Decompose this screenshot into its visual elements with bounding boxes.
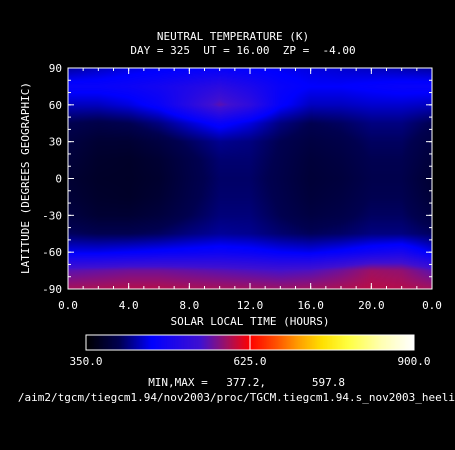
x-tick-label: 0.0 [58,299,78,312]
x-tick-label: 16.0 [297,299,324,312]
y-tick-label: -60 [42,246,62,259]
min-value: 377.2, [226,376,266,389]
colorbar: 350.0 625.0 900.0 [69,334,431,368]
y-axis-label: LATITUDE (DEGREES GEOGRAPHIC) [19,82,32,274]
heatmap-field [68,68,432,289]
minmax-label: MIN,MAX = [148,376,208,389]
x-tick-label: 12.0 [237,299,264,312]
y-tick-label: 90 [49,62,62,75]
y-tick-label: -30 [42,209,62,222]
chart-title: NEUTRAL TEMPERATURE (K) [157,30,309,43]
x-tick-label: 8.0 [179,299,199,312]
x-tick-label: 0.0 [422,299,442,312]
y-tick-label: 0 [55,173,62,186]
x-axis-label: SOLAR LOCAL TIME (HOURS) [171,315,330,328]
x-tick-label: 20.0 [358,299,385,312]
plot-area [67,67,433,290]
colorbar-tick-label: 900.0 [397,355,430,368]
chart-subtitle: DAY = 325 UT = 16.00 ZP = -4.00 [130,44,355,57]
y-tick-label: 60 [49,99,62,112]
source-path: /aim2/tgcm/tiegcm1.94/nov2003/proc/TGCM.… [18,391,455,404]
y-tick-label: 30 [49,136,62,149]
x-axis: 0.0 4.0 8.0 12.0 16.0 20.0 0.0 [58,68,442,312]
colorbar-tick-label: 625.0 [233,355,266,368]
x-tick-label: 4.0 [119,299,139,312]
y-axis: 90 60 30 0 -30 -60 -90 [42,62,432,296]
colorbar-tick-label: 350.0 [69,355,102,368]
y-tick-label: -90 [42,283,62,296]
max-value: 597.8 [312,376,345,389]
